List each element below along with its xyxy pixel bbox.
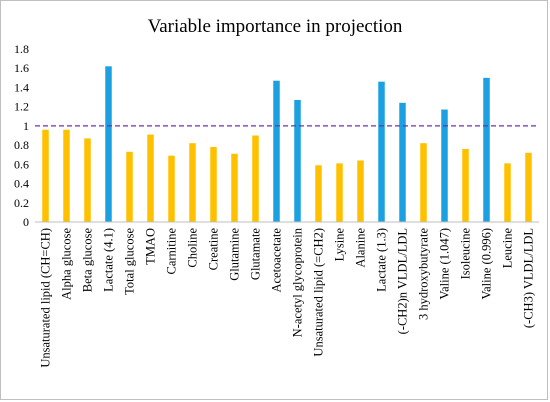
x-category-label: Unsaturated lipid (CH=CH) <box>39 228 53 368</box>
bar <box>462 148 469 222</box>
x-category-label: Carnitine <box>165 228 179 275</box>
bar <box>126 151 133 222</box>
bar <box>42 129 49 222</box>
bar <box>294 99 301 222</box>
x-category-label: N-acetyl glycoprotein <box>291 227 305 337</box>
x-category-label: Lactate (4.1) <box>102 228 116 292</box>
bar <box>399 102 406 222</box>
y-tick-label: 0.8 <box>14 138 29 152</box>
y-tick-label: 0.6 <box>14 157 29 171</box>
bar <box>168 155 175 222</box>
x-category-label: Unsaturated lipid (=CH2) <box>312 228 326 357</box>
chart-title: Variable importance in projection <box>148 16 403 37</box>
y-tick-label: 1.8 <box>14 42 29 56</box>
y-tick-label: 0 <box>23 215 29 229</box>
bar <box>105 66 112 222</box>
x-category-label: (-CH2)n VLDL/LDL <box>396 228 410 334</box>
bar <box>357 160 364 222</box>
x-category-label: Valine (1.047) <box>438 228 452 300</box>
y-axis-ticks: 0 0.2 0.4 0.6 0.8 1 1.2 1.4 1.6 1.8 <box>14 42 29 229</box>
x-category-label: Total glucose <box>123 228 137 295</box>
y-tick-label: 0.4 <box>14 177 29 191</box>
y-tick-label: 0.2 <box>14 196 29 210</box>
bar <box>441 109 448 222</box>
x-category-label: Glutamate <box>249 228 263 281</box>
x-category-label: Valine (0.996) <box>480 228 494 300</box>
x-category-label: Lysine <box>333 228 347 262</box>
x-category-label: TMAO <box>144 228 158 265</box>
x-category-label: Leucine <box>501 228 515 269</box>
x-category-label: Isoleucine <box>459 228 473 280</box>
x-category-label: 3 hydroxybutyrate <box>417 228 431 320</box>
bar <box>378 81 385 222</box>
x-category-label: Glutamine <box>228 228 242 281</box>
bar <box>336 163 343 222</box>
bar <box>483 77 490 222</box>
bar <box>252 135 259 222</box>
bar <box>315 165 322 222</box>
bar <box>84 138 91 222</box>
y-tick-label: 1.4 <box>14 80 29 94</box>
x-category-label: Acetoacetate <box>270 228 284 293</box>
x-category-label: Alanine <box>354 228 368 268</box>
bar <box>525 152 532 222</box>
bar <box>210 147 217 222</box>
x-category-label: Choline <box>186 228 200 268</box>
bar <box>231 153 238 222</box>
bar <box>189 143 196 222</box>
x-category-label: Lactate (1.3) <box>375 228 389 292</box>
y-tick-label: 1.2 <box>14 100 29 114</box>
x-category-label: (-CH3) VLDL/LDL <box>522 228 536 328</box>
bar <box>420 143 427 222</box>
x-axis-labels: Unsaturated lipid (CH=CH) Alpha glucose Be… <box>39 227 536 367</box>
bars <box>42 66 532 222</box>
x-category-label: Alpha glucose <box>60 228 74 300</box>
bar <box>63 129 70 222</box>
bar <box>147 134 154 222</box>
bar <box>273 80 280 222</box>
x-category-label: Creatine <box>207 228 221 271</box>
y-tick-label: 1 <box>23 119 29 133</box>
x-category-label: Beta glucose <box>81 228 95 293</box>
y-tick-label: 1.6 <box>14 61 29 75</box>
bar <box>504 163 511 222</box>
